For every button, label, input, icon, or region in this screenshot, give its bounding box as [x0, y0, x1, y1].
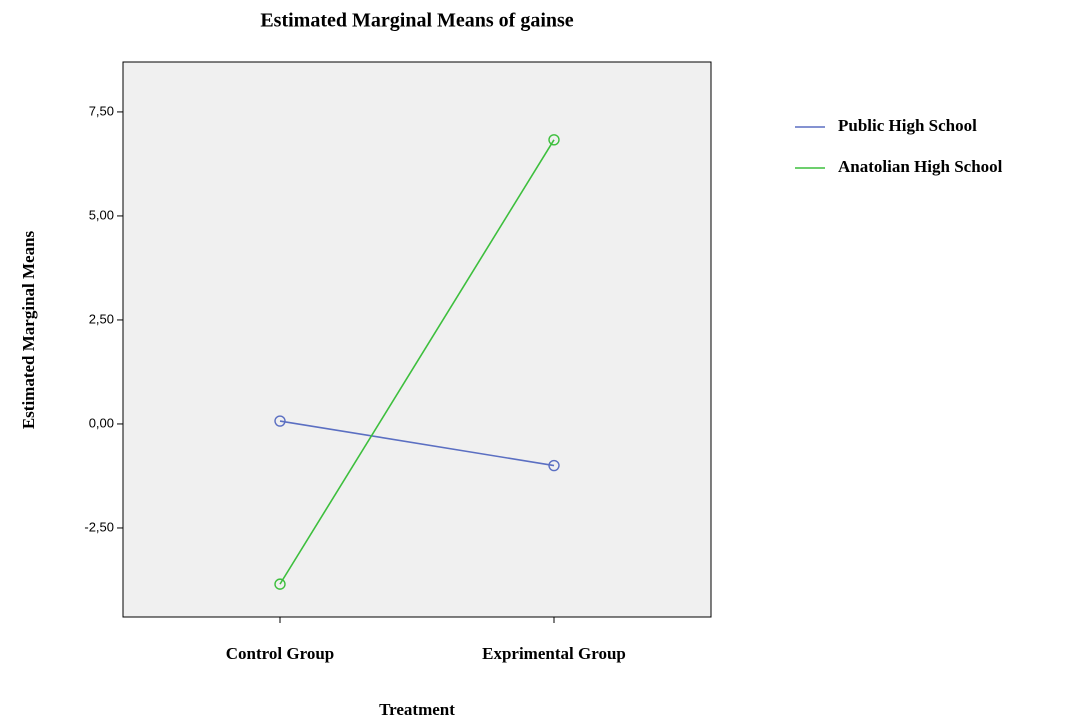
series-line [279, 139, 555, 585]
legend-label: Anatolian High School [838, 157, 1003, 176]
point-marker [548, 459, 560, 472]
series-line [279, 420, 555, 467]
point-marker [274, 578, 286, 590]
plot-area [122, 61, 712, 618]
x-axis-label: Treatment [379, 700, 455, 719]
x-tick-label: Exprimental Group [482, 644, 626, 663]
chart-title: Estimated Marginal Means of gainse [260, 10, 573, 32]
y-tick-label: 5,00 [89, 207, 114, 222]
y-tick-label: 0,00 [89, 415, 114, 430]
y-tick-label: 2,50 [89, 311, 114, 326]
y-axis-label: Estimated Marginal Means [19, 230, 38, 429]
point-marker [548, 134, 560, 146]
y-tick-label: 7,50 [89, 103, 114, 118]
legend-label: Public High School [838, 116, 977, 135]
point-marker [274, 415, 286, 427]
y-tick-label: -2,50 [84, 519, 114, 534]
x-tick-label: Control Group [226, 644, 334, 663]
